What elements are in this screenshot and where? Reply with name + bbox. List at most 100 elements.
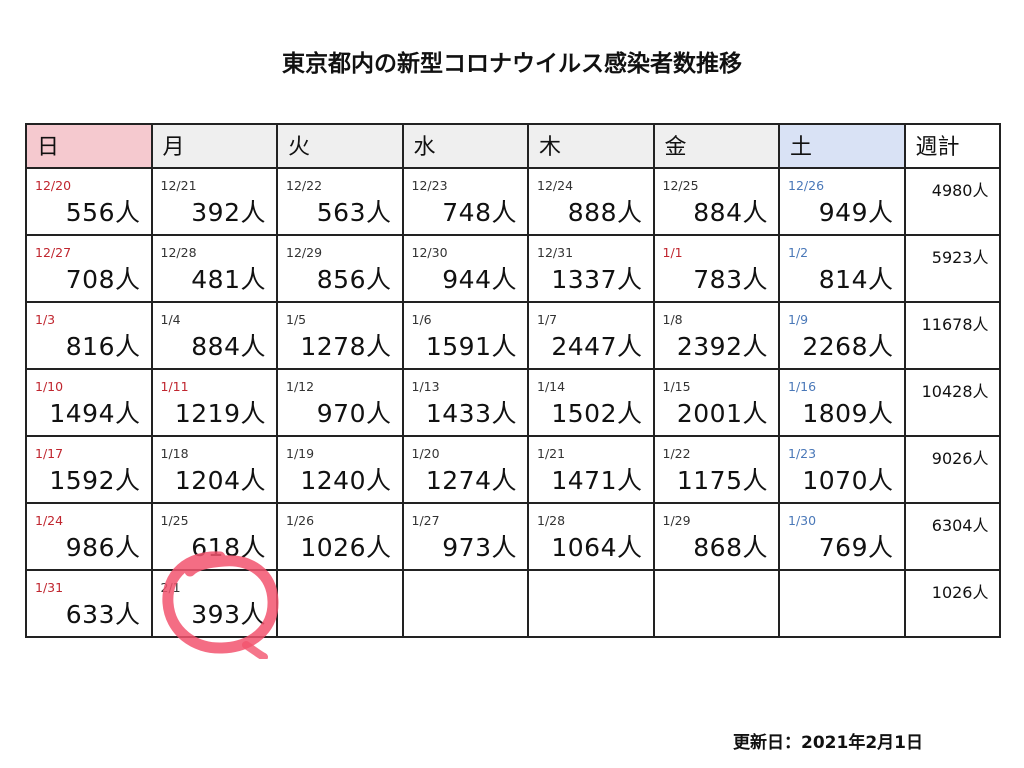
week-row: 12/27 708人 12/28 481人 12/29 856人 12/30 944人 12/3…: [25, 234, 1001, 303]
day-cell: 1/14 1502人: [527, 368, 655, 437]
day-case-count: 481人: [191, 265, 266, 294]
day-case-count: 783人: [693, 265, 768, 294]
day-date: 12/21: [160, 178, 197, 193]
day-cell: 1/18 1204人: [150, 435, 278, 504]
day-case-count: 392人: [191, 198, 266, 227]
header-weekly-total: 週計: [903, 123, 1001, 169]
weekly-total-value: 4980人: [931, 181, 989, 200]
day-cell: 1/28 1064人: [527, 502, 655, 571]
day-cell: 1/17 1592人: [25, 435, 153, 504]
day-cell: 1/5 1278人: [276, 301, 404, 370]
weekly-total-cell: 6304人: [903, 502, 1001, 571]
day-case-count: 1219人: [174, 399, 266, 428]
day-cell: 1/1 783人: [652, 234, 780, 303]
weekly-total-cell: 4980人: [903, 167, 1001, 236]
day-cell: 1/12 970人: [276, 368, 404, 437]
day-date: 1/21: [537, 446, 566, 461]
day-case-count: 888人: [567, 198, 643, 227]
header-tuesday: 火: [276, 123, 404, 169]
day-date: 1/17: [35, 446, 64, 461]
day-date: 12/24: [537, 178, 574, 193]
week-row: 1/3 816人 1/4 884人 1/5 1278人 1/6 1591人 1/7 2447人 1/…: [25, 301, 1001, 370]
day-case-count: 814人: [818, 265, 894, 294]
day-date: 1/22: [662, 446, 691, 461]
day-cell: 12/26 949人: [778, 167, 906, 236]
day-case-count: 986人: [65, 533, 141, 562]
day-cell: 1/24 986人: [25, 502, 153, 571]
day-date: 1/18: [160, 446, 189, 461]
day-cell: 1/16 1809人: [778, 368, 906, 437]
day-date: 1/12: [286, 379, 315, 394]
day-date: 1/13: [411, 379, 440, 394]
day-case-count: 1809人: [802, 399, 894, 428]
day-date: 1/5: [286, 312, 307, 327]
day-cell: [401, 569, 529, 638]
day-case-count: 973人: [442, 533, 517, 562]
day-cell: [527, 569, 655, 638]
day-case-count: 856人: [316, 265, 392, 294]
day-cell: 1/19 1240人: [276, 435, 404, 504]
day-case-count: 1070人: [802, 466, 894, 495]
header-sunday: 日: [25, 123, 153, 169]
page-title: 東京都内の新型コロナウイルス感染者数推移: [282, 51, 742, 77]
day-cell: 1/30 769人: [778, 502, 906, 571]
day-cell: 1/21 1471人: [527, 435, 655, 504]
day-cell: 12/27 708人: [25, 234, 153, 303]
day-cell: 12/21 392人: [150, 167, 278, 236]
day-cell: 12/24 888人: [527, 167, 655, 236]
day-date: 1/19: [286, 446, 315, 461]
day-case-count: 884人: [191, 332, 266, 361]
header-saturday: 土: [778, 123, 906, 169]
day-date: 1/1: [662, 245, 683, 260]
day-date: 1/30: [788, 513, 817, 528]
weekly-total-value: 1026人: [931, 583, 989, 602]
day-date: 1/31: [35, 580, 64, 595]
day-case-count: 1591人: [425, 332, 517, 361]
day-case-count: 618人: [191, 533, 266, 562]
header-wednesday: 水: [401, 123, 529, 169]
day-date: 12/26: [788, 178, 825, 193]
day-cell: 12/28 481人: [150, 234, 278, 303]
day-cell: 2/1 393人: [150, 569, 278, 638]
day-date: 1/16: [788, 379, 817, 394]
day-case-count: 884人: [693, 198, 768, 227]
day-case-count: 1026人: [300, 533, 392, 562]
day-date: 1/11: [160, 379, 189, 394]
weekly-total-cell: 9026人: [903, 435, 1001, 504]
weekly-total-cell: 1026人: [903, 569, 1001, 638]
day-case-count: 970人: [316, 399, 392, 428]
day-case-count: 2001人: [676, 399, 768, 428]
day-date: 1/27: [411, 513, 440, 528]
day-date: 12/29: [286, 245, 323, 260]
day-date: 1/10: [35, 379, 64, 394]
day-case-count: 748人: [442, 198, 517, 227]
week-row: 1/31 633人 2/1 393人 1026人: [25, 569, 1001, 638]
day-cell: [778, 569, 906, 638]
day-date: 1/2: [788, 245, 809, 260]
header-row: 日月火水木金土週計: [25, 123, 1001, 169]
day-case-count: 1433人: [425, 399, 517, 428]
day-date: 1/28: [537, 513, 566, 528]
day-case-count: 2392人: [676, 332, 768, 361]
day-date: 1/20: [411, 446, 440, 461]
day-cell: 1/29 868人: [652, 502, 780, 571]
day-case-count: 1064人: [551, 533, 643, 562]
day-cell: 1/31 633人: [25, 569, 153, 638]
day-date: 1/26: [286, 513, 315, 528]
week-row: 1/10 1494人 1/11 1219人 1/12 970人 1/13 1433人 1/14 1…: [25, 368, 1001, 437]
day-cell: [652, 569, 780, 638]
day-case-count: 1175人: [676, 466, 768, 495]
weekly-total-value: 6304人: [931, 516, 989, 535]
week-row: 1/17 1592人 1/18 1204人 1/19 1240人 1/20 1274人 1/21…: [25, 435, 1001, 504]
day-date: 1/29: [662, 513, 691, 528]
day-cell: 12/23 748人: [401, 167, 529, 236]
day-cell: 12/30 944人: [401, 234, 529, 303]
day-date: 12/23: [411, 178, 448, 193]
day-cell: 12/20 556人: [25, 167, 153, 236]
day-date: 1/25: [160, 513, 189, 528]
day-case-count: 563人: [316, 198, 392, 227]
day-cell: 1/25 618人: [150, 502, 278, 571]
day-date: 1/6: [411, 312, 432, 327]
weekly-total-cell: 10428人: [903, 368, 1001, 437]
day-case-count: 1240人: [300, 466, 392, 495]
